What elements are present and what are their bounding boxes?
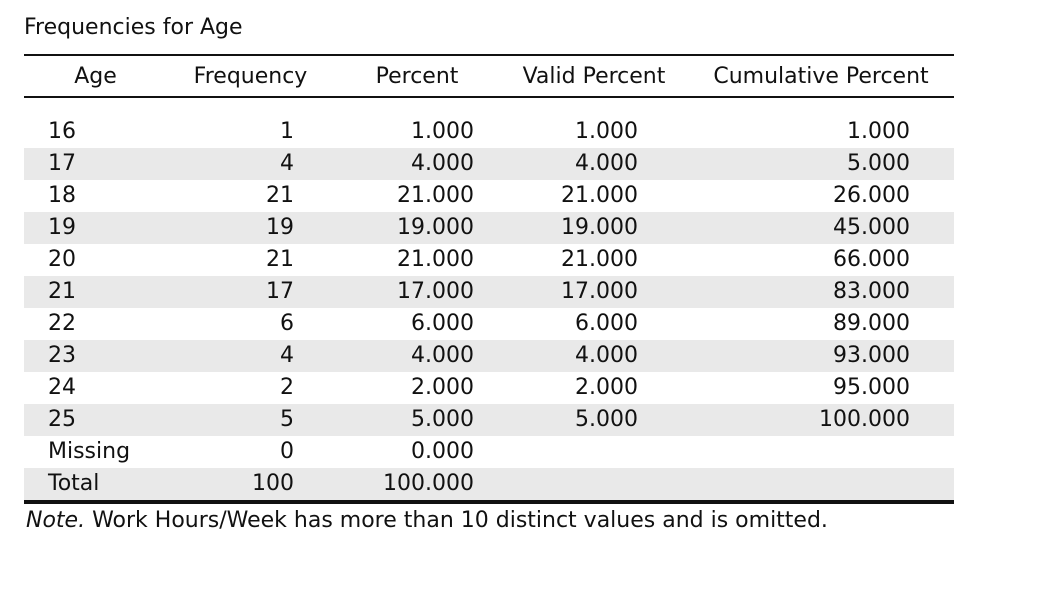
cell-cumulative-percent: 1.000: [847, 119, 910, 144]
cell-cumulative-percent: 45.000: [688, 212, 954, 244]
table-row: Missing 0 0.000: [24, 436, 954, 468]
cell-valid-percent: 21.000: [561, 247, 638, 272]
cell-age: 21: [24, 276, 167, 308]
cell-age: Missing: [48, 439, 131, 464]
header-spacer: [24, 97, 954, 116]
cell-cumulative-percent: 26.000: [833, 183, 910, 208]
note-text: Work Hours/Week has more than 10 distinc…: [85, 508, 828, 533]
cell-percent: 0.000: [411, 439, 474, 464]
table-header: Age Frequency Percent Valid Percent Cumu…: [24, 55, 954, 97]
column-header-frequency: Frequency: [193, 63, 308, 89]
cell-age: Total: [24, 468, 167, 500]
cell-valid-percent: 19.000: [500, 212, 688, 244]
table-row: 24 2 2.000 2.000 95.000: [24, 372, 954, 404]
table-row: 21 17 17.000 17.000 83.000: [24, 276, 954, 308]
table-row: Total 100 100.000: [24, 468, 954, 500]
cell-valid-percent: 21.000: [561, 183, 638, 208]
cell-valid-percent: 6.000: [575, 311, 638, 336]
frequency-table: Age Frequency Percent Valid Percent Cumu…: [24, 54, 954, 500]
table-row: 20 21 21.000 21.000 66.000: [24, 244, 954, 276]
cell-frequency: 17: [167, 276, 334, 308]
table-row: 17 4 4.000 4.000 5.000: [24, 148, 954, 180]
cell-cumulative-percent: 5.000: [688, 148, 954, 180]
cell-frequency: 0: [280, 439, 294, 464]
table-note: Note. Work Hours/Week has more than 10 d…: [24, 508, 954, 533]
cell-cumulative-percent: 100.000: [688, 404, 954, 436]
table-body: 16 1 1.000 1.000 1.000 17 4 4.000 4.000 5.000 18 21…: [24, 97, 954, 500]
cell-percent: 6.000: [411, 311, 474, 336]
cell-valid-percent: [500, 468, 688, 500]
cell-percent: 4.000: [334, 340, 500, 372]
cell-cumulative-percent: 66.000: [833, 247, 910, 272]
table-row: 23 4 4.000 4.000 93.000: [24, 340, 954, 372]
cell-frequency: 19: [167, 212, 334, 244]
cell-age: 19: [24, 212, 167, 244]
table-title: Frequencies for Age: [24, 15, 243, 40]
cell-frequency: 21: [266, 183, 294, 208]
cell-frequency: 21: [266, 247, 294, 272]
cell-frequency: 6: [280, 311, 294, 336]
cell-age: 18: [48, 183, 76, 208]
column-header-age: Age: [74, 63, 117, 89]
cell-cumulative-percent: [688, 468, 954, 500]
table-row: 18 21 21.000 21.000 26.000: [24, 180, 954, 212]
cell-frequency: 2: [280, 375, 294, 400]
column-header-valid-percent: Valid Percent: [522, 63, 666, 89]
cell-age: 23: [24, 340, 167, 372]
cell-valid-percent: 2.000: [575, 375, 638, 400]
cell-frequency: 1: [280, 119, 294, 144]
cell-valid-percent: [500, 436, 688, 468]
note-label: Note.: [26, 508, 86, 533]
cell-frequency: 4: [167, 148, 334, 180]
cell-cumulative-percent: [688, 436, 954, 468]
cell-frequency: 4: [167, 340, 334, 372]
cell-valid-percent: 4.000: [500, 340, 688, 372]
cell-cumulative-percent: 93.000: [688, 340, 954, 372]
cell-cumulative-percent: 83.000: [688, 276, 954, 308]
cell-valid-percent: 4.000: [500, 148, 688, 180]
cell-percent: 5.000: [334, 404, 500, 436]
cell-cumulative-percent: 95.000: [833, 375, 910, 400]
cell-frequency: 5: [167, 404, 334, 436]
cell-percent: 21.000: [397, 183, 474, 208]
table-row: 19 19 19.000 19.000 45.000: [24, 212, 954, 244]
cell-age: 17: [24, 148, 167, 180]
cell-age: 16: [48, 119, 76, 144]
cell-age: 24: [48, 375, 76, 400]
cell-percent: 19.000: [334, 212, 500, 244]
cell-age: 25: [24, 404, 167, 436]
column-header-percent: Percent: [375, 63, 459, 89]
cell-percent: 4.000: [334, 148, 500, 180]
cell-age: 22: [48, 311, 76, 336]
cell-cumulative-percent: 89.000: [833, 311, 910, 336]
cell-percent: 1.000: [411, 119, 474, 144]
cell-percent: 100.000: [334, 468, 500, 500]
cell-age: 20: [48, 247, 76, 272]
cell-valid-percent: 1.000: [575, 119, 638, 144]
cell-percent: 2.000: [411, 375, 474, 400]
cell-frequency: 100: [167, 468, 334, 500]
cell-valid-percent: 17.000: [500, 276, 688, 308]
table-bottom-rule: [24, 500, 954, 504]
table-row: 22 6 6.000 6.000 89.000: [24, 308, 954, 340]
table-row: 16 1 1.000 1.000 1.000: [24, 116, 954, 148]
cell-valid-percent: 5.000: [500, 404, 688, 436]
table-row: 25 5 5.000 5.000 100.000: [24, 404, 954, 436]
cell-percent: 21.000: [397, 247, 474, 272]
frequency-table-panel: Frequencies for Age Age Frequency Percen…: [24, 12, 954, 533]
cell-percent: 17.000: [334, 276, 500, 308]
column-header-cumulative-percent: Cumulative Percent: [713, 63, 929, 89]
